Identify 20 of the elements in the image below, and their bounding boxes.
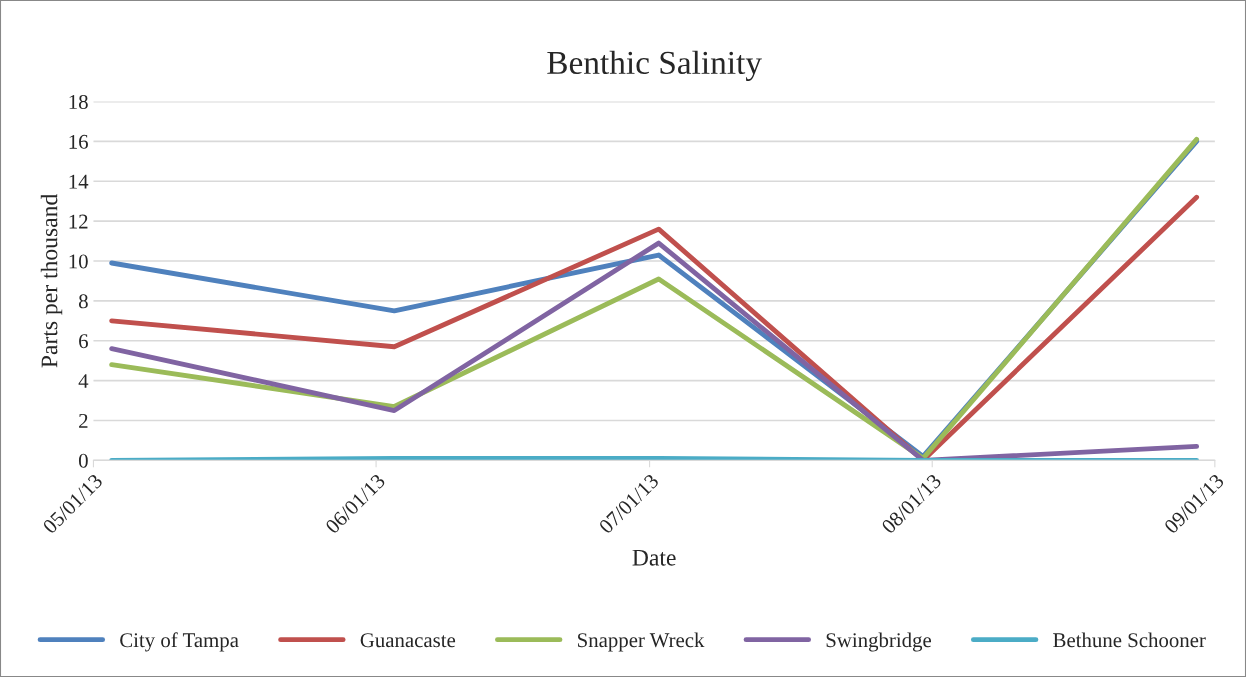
chart-title: Benthic Salinity (547, 50, 762, 81)
y-tick-label: 0 (78, 453, 88, 468)
y-tick-label: 18 (69, 94, 88, 109)
y-tick-label: 2 (79, 413, 88, 428)
legend-label: Snapper Wreck (578, 632, 705, 652)
y-axis-title: Parts per thousand (40, 194, 63, 368)
y-tick-label: 16 (69, 134, 88, 149)
y-tick-label: 14 (69, 174, 89, 189)
y-tick-label: 10 (69, 254, 88, 269)
y-tick-label: 6 (79, 334, 88, 349)
line-series (109, 194, 1200, 461)
y-tick-label: 4 (78, 374, 89, 388)
y-tick-label: 8 (78, 294, 88, 309)
legend-label: Swingbridge (826, 632, 932, 652)
legend-label: City of Tampa (120, 632, 239, 652)
line-series (109, 240, 1200, 461)
x-axis-title: Date (632, 549, 676, 566)
y-tick-label: 12 (69, 214, 88, 229)
legend-label: Guanacaste (360, 633, 456, 648)
legend-label: Bethune Schooner (1053, 632, 1206, 648)
